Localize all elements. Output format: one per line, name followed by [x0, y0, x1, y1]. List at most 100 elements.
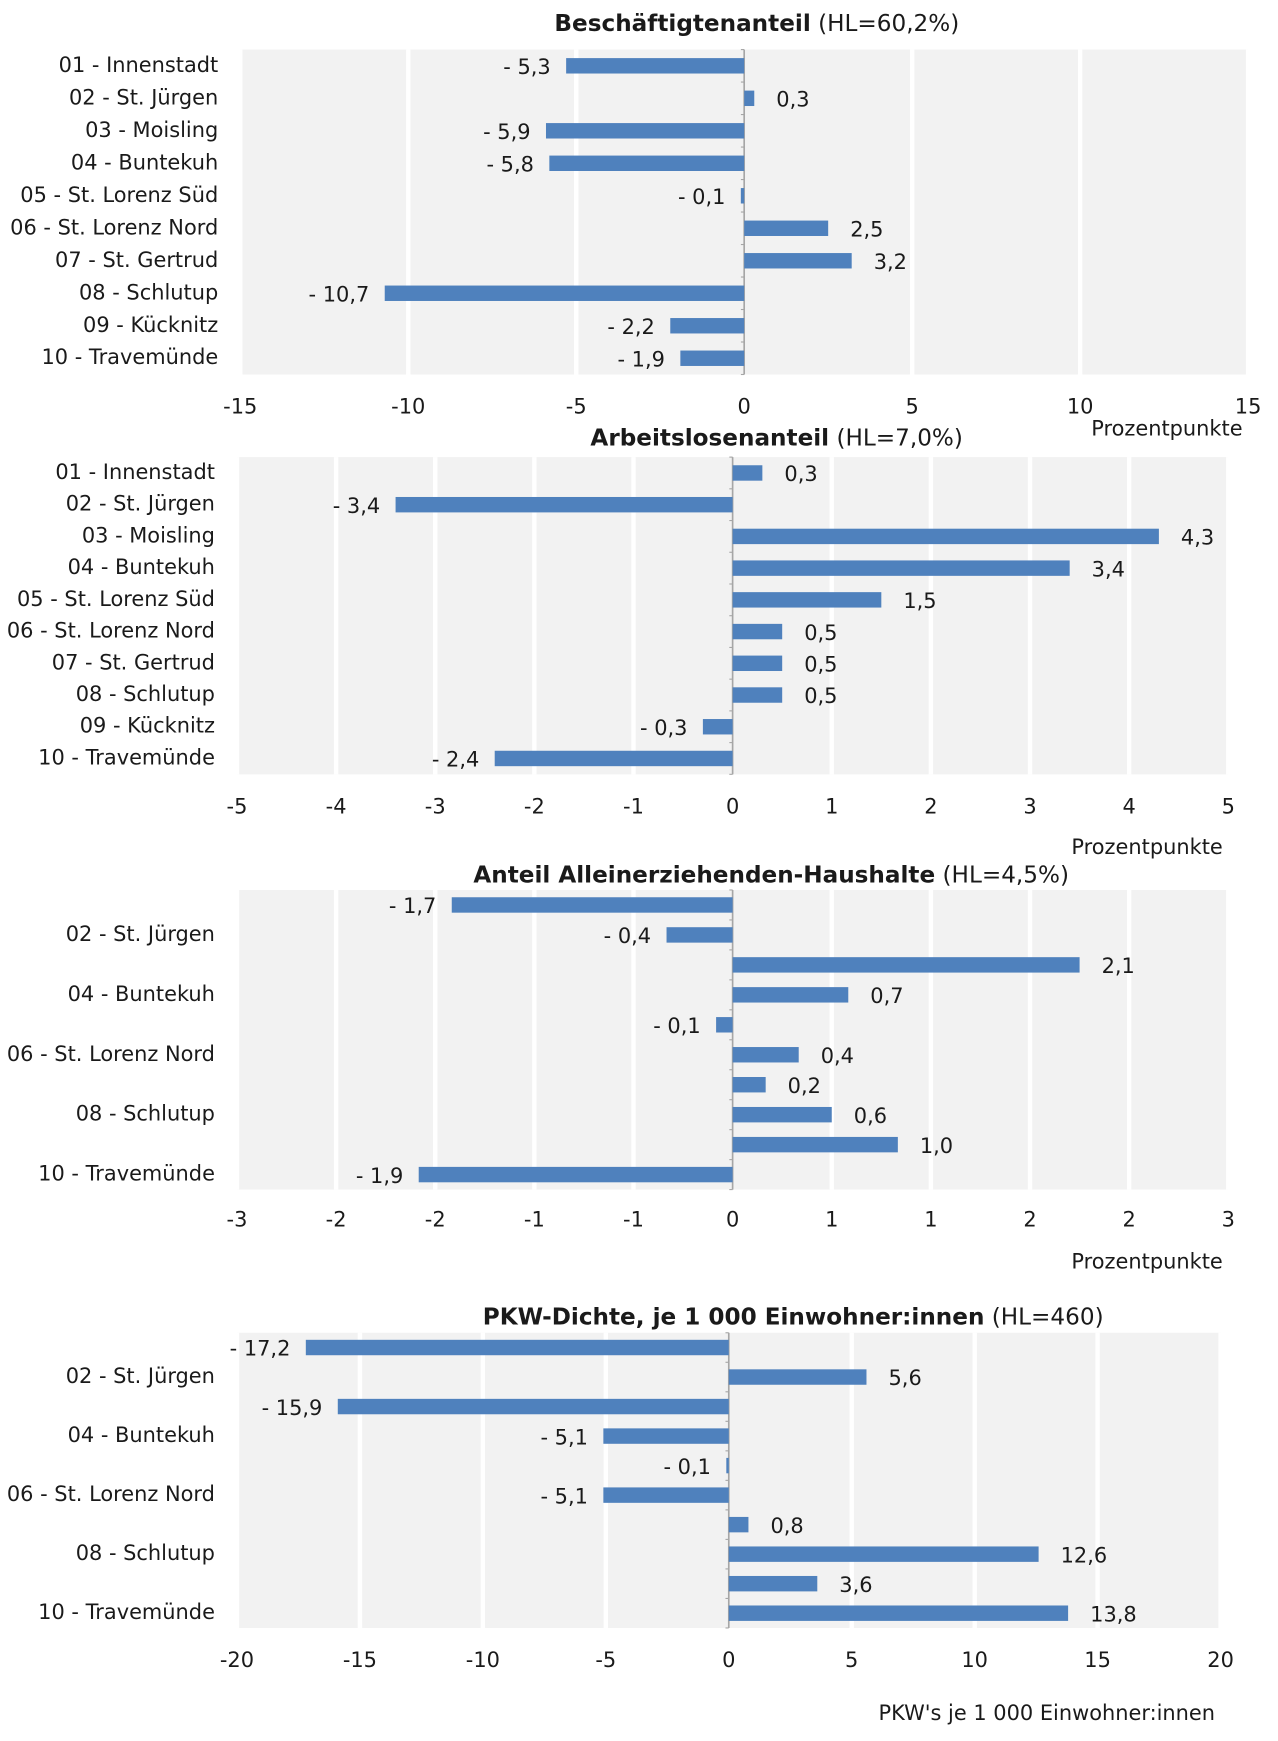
x-tick-label: 2	[1023, 1207, 1036, 1231]
category-label: 02 - St. Jürgen	[66, 922, 215, 946]
x-axis-label: PKW's je 1 000 Einwohner:innen	[879, 1701, 1216, 1725]
bar	[732, 1047, 799, 1063]
bar	[728, 1369, 867, 1385]
x-tick-label: 0	[726, 1207, 739, 1231]
x-tick-label: -2	[524, 794, 545, 818]
data-label: - 3,4	[333, 494, 380, 518]
category-label: 10 - Travemünde	[38, 1600, 215, 1624]
data-label: - 15,9	[262, 1396, 323, 1420]
bar	[702, 719, 733, 735]
x-tick-label: 1	[825, 794, 838, 818]
bar	[732, 655, 783, 672]
x-tick-label: 15	[1084, 1648, 1111, 1672]
category-label: 03 - Moisling	[85, 118, 218, 142]
bar	[732, 592, 882, 608]
category-label: 01 - Innenstadt	[59, 53, 219, 77]
bar	[549, 155, 745, 172]
x-tick-label: 2	[924, 794, 937, 818]
x-tick-label: -5	[595, 1648, 616, 1672]
category-label: 09 - Kücknitz	[83, 313, 218, 337]
bar-chart: -5 -4 -3 -2 -1 0 1 2 3 4 5 01 - Innenstadt 0,3 02 - S…	[7, 425, 1235, 859]
x-tick-label: 10	[961, 1648, 988, 1672]
bar	[728, 1546, 1039, 1562]
x-tick-label: 2	[1122, 1207, 1135, 1231]
data-label: 5,6	[889, 1366, 922, 1390]
bar	[732, 1077, 766, 1093]
data-label: - 1,9	[356, 1164, 403, 1188]
data-label: - 17,2	[230, 1337, 291, 1361]
bar	[744, 253, 852, 269]
data-label: - 5,1	[541, 1425, 588, 1449]
chart-title-main: Anteil Alleinerziehenden-Haushalte	[473, 862, 935, 888]
data-label: - 0,1	[678, 185, 725, 209]
category-label: 01 - Innenstadt	[55, 460, 215, 484]
category-label: 10 - Travemünde	[41, 345, 218, 369]
data-label: 0,5	[804, 621, 837, 645]
chart-title-note: (HL=460)	[992, 1304, 1104, 1330]
x-tick-label: -5	[227, 794, 248, 818]
bar	[740, 188, 745, 204]
bar	[732, 957, 1080, 973]
chart-title-note: (HL=60,2%)	[818, 11, 959, 37]
data-label: 3,2	[874, 250, 907, 274]
bar	[603, 1487, 729, 1503]
x-tick-label: 0	[738, 395, 751, 419]
x-tick-label: -5	[566, 395, 587, 419]
category-label: 08 - Schlutup	[79, 280, 218, 304]
data-label: - 10,7	[309, 282, 370, 306]
category-label: 08 - Schlutup	[76, 1541, 215, 1565]
bar	[603, 1428, 729, 1444]
x-tick-label: -1	[623, 794, 644, 818]
bar	[395, 496, 733, 513]
data-label: 0,3	[784, 462, 817, 486]
category-label: 05 - St. Lorenz Süd	[17, 587, 215, 611]
data-label: 0,5	[804, 653, 837, 677]
x-tick-label: -2	[425, 1207, 446, 1231]
bar	[732, 560, 1070, 576]
category-label: 07 - St. Gertrud	[55, 248, 218, 272]
x-axis-label: Prozentpunkte	[1091, 417, 1242, 441]
data-label: - 2,2	[607, 315, 654, 339]
x-tick-label: 0	[722, 1648, 735, 1672]
data-label: 3,4	[1092, 557, 1125, 581]
data-label: 0,2	[788, 1074, 821, 1098]
data-label: - 5,8	[486, 152, 533, 176]
bar	[728, 1516, 749, 1533]
category-label: 02 - St. Jürgen	[66, 492, 215, 516]
bar	[666, 927, 733, 943]
bar	[744, 90, 755, 107]
bar	[337, 1398, 729, 1415]
data-label: 0,7	[870, 984, 903, 1008]
bar	[305, 1339, 729, 1356]
x-tick-label: 5	[845, 1648, 858, 1672]
bar	[732, 1136, 898, 1153]
category-label: 04 - Buntekuh	[71, 150, 218, 174]
data-label: 1,5	[903, 589, 936, 613]
data-label: - 1,9	[618, 347, 665, 371]
category-label: 04 - Buntekuh	[68, 1423, 215, 1447]
chart-title-main: Beschäftigtenanteil	[554, 11, 810, 37]
x-tick-label: 5	[906, 395, 919, 419]
category-label: 04 - Buntekuh	[68, 982, 215, 1006]
chart-title-note: (HL=7,0%)	[836, 425, 962, 451]
data-label: - 1,7	[389, 894, 436, 918]
data-label: - 0,4	[604, 924, 651, 948]
bar	[566, 58, 745, 74]
data-label: 13,8	[1090, 1602, 1137, 1626]
chart-title: PKW-Dichte, je 1 000 Einwohner:innen (HL…	[483, 1304, 1104, 1330]
data-label: 12,6	[1061, 1543, 1108, 1567]
x-tick-label: -2	[326, 1207, 347, 1231]
x-axis-label: Prozentpunkte	[1071, 1249, 1222, 1273]
bar	[726, 1457, 729, 1474]
bar	[732, 1106, 832, 1123]
x-tick-label: -10	[391, 395, 425, 419]
category-label: 10 - Travemünde	[38, 1162, 215, 1186]
data-label: 1,0	[920, 1134, 953, 1158]
bar	[732, 623, 783, 640]
data-label: - 2,4	[432, 748, 479, 772]
bar	[716, 1017, 733, 1033]
bar	[494, 750, 733, 767]
x-tick-label: 4	[1122, 794, 1135, 818]
data-label: - 0,1	[663, 1455, 710, 1479]
